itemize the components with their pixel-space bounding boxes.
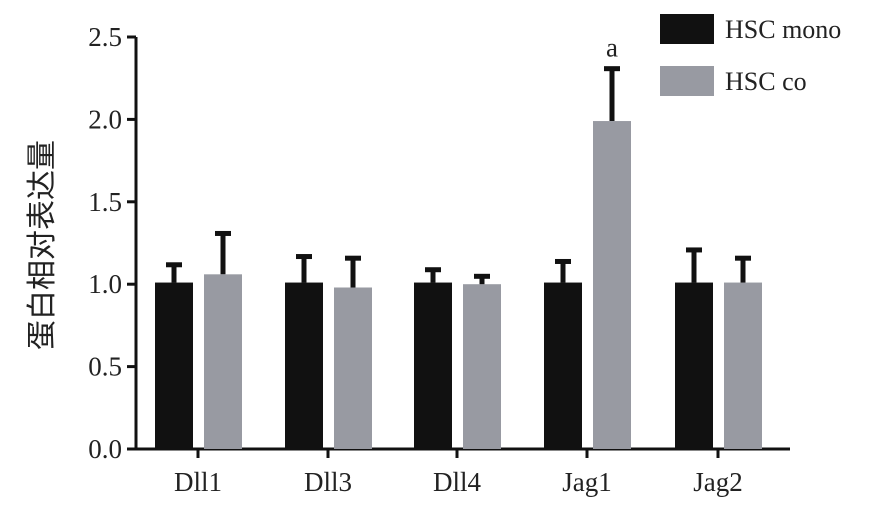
bar-Dll4-1 bbox=[463, 284, 501, 449]
y-tick-label: 2.5 bbox=[88, 22, 122, 52]
bar-Dll4-0 bbox=[414, 282, 452, 449]
bars: a bbox=[155, 33, 762, 449]
bar-Jag1-1 bbox=[593, 121, 631, 449]
y-tick-label: 0.5 bbox=[88, 352, 122, 382]
x-tick-label: Dll1 bbox=[174, 467, 222, 497]
bar-Jag1-0 bbox=[544, 282, 582, 449]
y-tick-label: 0.0 bbox=[88, 434, 122, 464]
legend-label: HSC mono bbox=[725, 15, 841, 44]
bar-Dll1-1 bbox=[204, 274, 242, 449]
bar-Jag2-1 bbox=[724, 282, 762, 449]
x-tick-label: Dll4 bbox=[433, 467, 482, 497]
y-tick-label: 1.5 bbox=[88, 187, 122, 217]
bar-Dll3-0 bbox=[285, 282, 323, 449]
legend: HSC mono HSC co bbox=[660, 14, 841, 96]
y-axis-label: 蛋白相对表达量 bbox=[26, 140, 59, 350]
y-tick-label: 2.0 bbox=[88, 104, 122, 134]
x-tick-label: Jag1 bbox=[562, 467, 612, 497]
legend-swatch bbox=[660, 14, 714, 44]
y-tick-label: 1.0 bbox=[88, 269, 122, 299]
bar-Dll1-0 bbox=[155, 282, 193, 449]
x-tick-label: Jag2 bbox=[693, 467, 743, 497]
significance-label: a bbox=[606, 33, 618, 63]
legend-swatch bbox=[660, 66, 714, 96]
legend-label: HSC co bbox=[725, 67, 807, 96]
bar-Jag2-0 bbox=[675, 282, 713, 449]
x-tick-label: Dll3 bbox=[304, 467, 352, 497]
bar-Dll3-1 bbox=[334, 287, 372, 449]
axes: 0.0 0.5 1.0 1.5 2.0 2.5 Dll1 Dll3 Dll4 Jag1 Jag2 bbox=[88, 22, 790, 497]
